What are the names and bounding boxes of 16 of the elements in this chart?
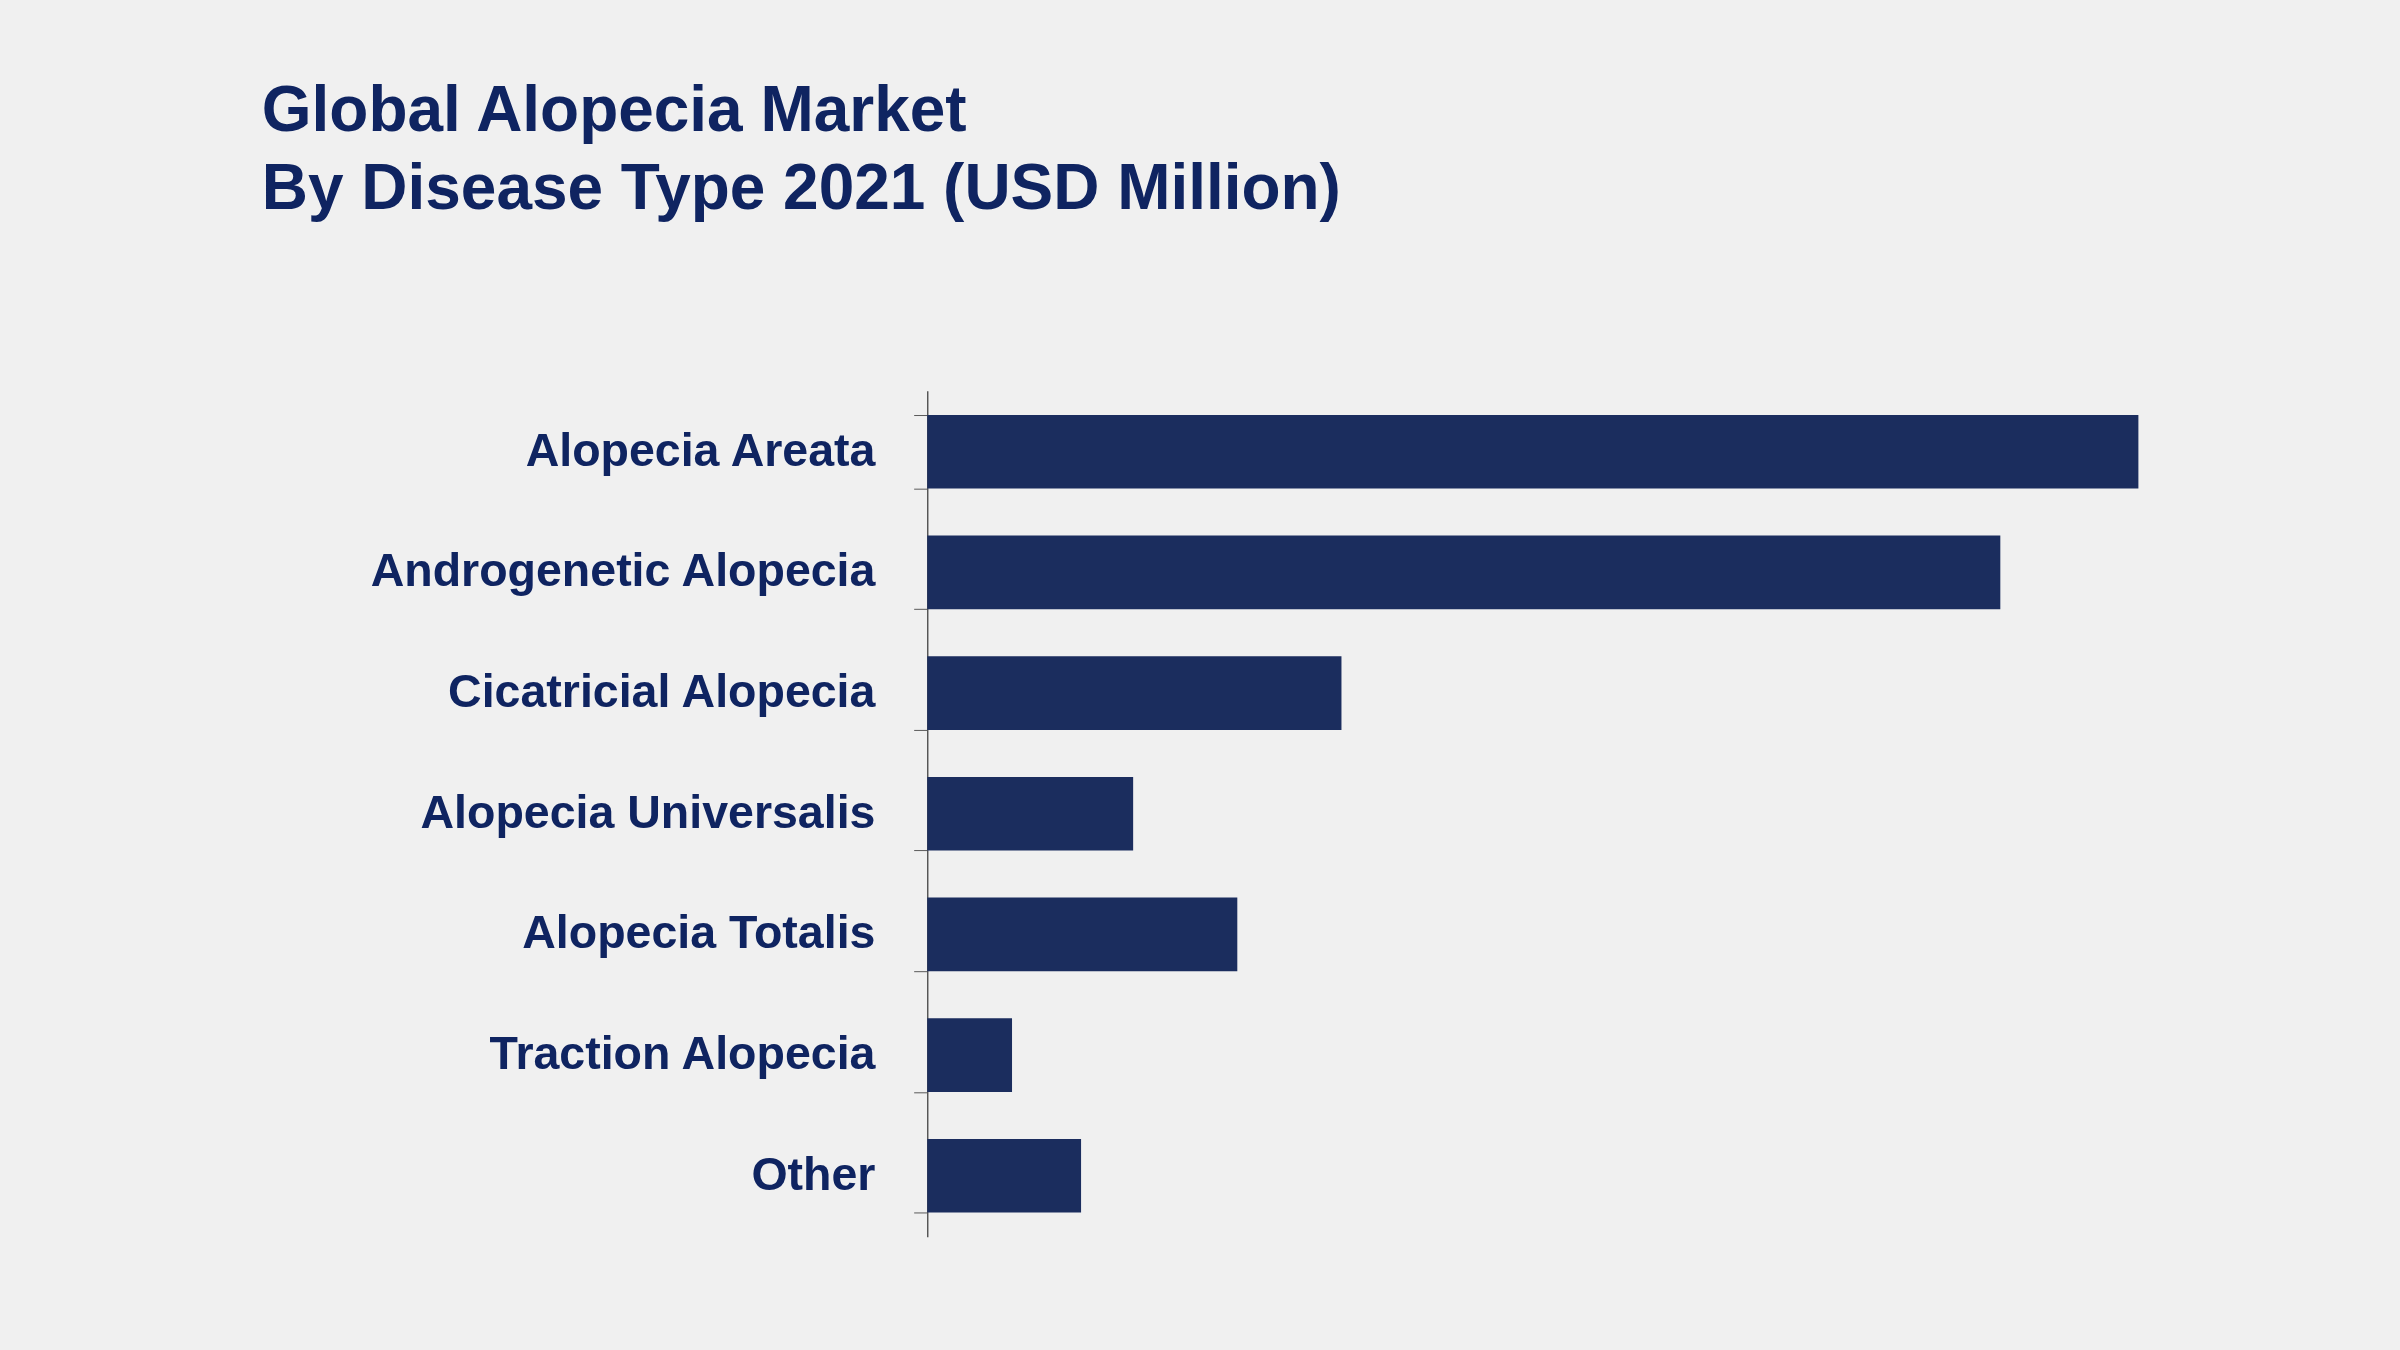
bar: [927, 1138, 1082, 1213]
y-tick-label: Traction Alopecia: [489, 1027, 877, 1080]
bar: [927, 535, 2001, 610]
bar: [927, 776, 1134, 851]
y-tick-label: Alopecia Areata: [525, 423, 877, 476]
y-tick-label: Androgenetic Alopecia: [370, 544, 877, 597]
text: By Disease Type 2021 (USD Million): [261, 150, 1341, 223]
bar: [927, 656, 1342, 730]
y-tick-label: Cicatricial Alopecia: [448, 665, 877, 718]
bar: [927, 897, 1238, 972]
y-tick-label: Alopecia Totalis: [522, 906, 876, 959]
bar: [927, 1018, 1013, 1092]
bar: [927, 414, 2139, 489]
y-tick-label: Other: [751, 1147, 876, 1200]
text: Global Alopecia Market: [261, 73, 967, 146]
y-tick-label: Alopecia Universalis: [420, 785, 876, 838]
